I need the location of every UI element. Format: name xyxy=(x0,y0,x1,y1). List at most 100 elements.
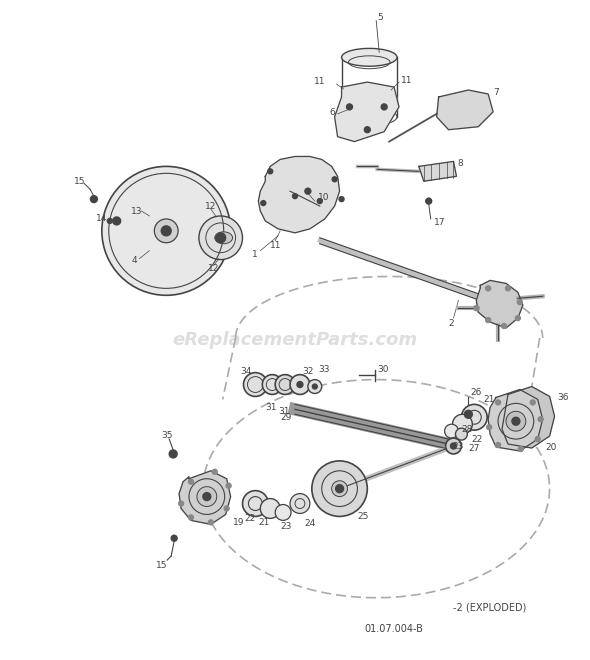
Text: 30: 30 xyxy=(377,365,389,374)
Circle shape xyxy=(519,447,523,451)
Circle shape xyxy=(464,411,473,418)
Text: 2: 2 xyxy=(448,319,454,327)
Circle shape xyxy=(189,515,194,520)
Text: 31: 31 xyxy=(278,407,290,416)
Circle shape xyxy=(381,104,387,110)
Text: 4: 4 xyxy=(132,256,137,265)
Text: 8: 8 xyxy=(457,159,463,168)
Circle shape xyxy=(260,498,280,518)
Circle shape xyxy=(453,414,473,434)
Text: 15: 15 xyxy=(156,562,168,570)
Circle shape xyxy=(179,501,183,506)
Circle shape xyxy=(305,188,311,194)
Text: 36: 36 xyxy=(558,393,569,402)
Text: 12: 12 xyxy=(205,201,216,211)
Circle shape xyxy=(339,197,344,201)
Polygon shape xyxy=(258,156,340,233)
Circle shape xyxy=(224,506,229,511)
Polygon shape xyxy=(476,280,523,328)
Polygon shape xyxy=(488,389,543,451)
Circle shape xyxy=(308,379,322,393)
Circle shape xyxy=(365,127,371,133)
Circle shape xyxy=(317,199,322,203)
Text: 21: 21 xyxy=(483,395,494,404)
Circle shape xyxy=(297,381,303,387)
Circle shape xyxy=(203,492,211,500)
Circle shape xyxy=(486,317,491,323)
Polygon shape xyxy=(335,82,399,142)
Circle shape xyxy=(161,226,171,236)
Text: 13: 13 xyxy=(130,207,142,216)
Text: 31: 31 xyxy=(266,403,277,412)
Circle shape xyxy=(538,416,543,422)
Circle shape xyxy=(426,198,432,204)
Text: 22: 22 xyxy=(471,434,483,444)
Circle shape xyxy=(461,405,487,430)
Circle shape xyxy=(312,384,317,389)
Polygon shape xyxy=(179,471,231,524)
Circle shape xyxy=(102,166,231,295)
Circle shape xyxy=(506,411,526,431)
Text: 15: 15 xyxy=(74,177,86,185)
Circle shape xyxy=(293,193,297,199)
Text: eReplacementParts.com: eReplacementParts.com xyxy=(172,331,418,349)
Circle shape xyxy=(171,535,177,541)
Circle shape xyxy=(516,315,520,321)
Circle shape xyxy=(275,504,291,520)
Text: 32: 32 xyxy=(302,367,313,376)
Text: 11: 11 xyxy=(401,76,412,84)
Text: 19: 19 xyxy=(232,518,244,527)
Polygon shape xyxy=(502,387,555,448)
Text: 7: 7 xyxy=(493,88,499,96)
Text: 17: 17 xyxy=(434,218,445,228)
Circle shape xyxy=(455,428,467,440)
Circle shape xyxy=(208,520,213,525)
Text: 6: 6 xyxy=(330,108,336,117)
Text: 33: 33 xyxy=(318,365,329,374)
Text: 5: 5 xyxy=(377,13,383,22)
Circle shape xyxy=(445,424,458,438)
Circle shape xyxy=(226,483,231,488)
Polygon shape xyxy=(437,90,493,130)
Text: 11: 11 xyxy=(270,241,282,250)
Circle shape xyxy=(332,480,348,496)
Text: 22: 22 xyxy=(244,514,255,523)
Text: 01.07.004-B: 01.07.004-B xyxy=(365,624,423,634)
Circle shape xyxy=(263,375,282,395)
Circle shape xyxy=(197,486,217,506)
Circle shape xyxy=(312,461,368,516)
Circle shape xyxy=(189,479,194,484)
Circle shape xyxy=(90,195,97,203)
Circle shape xyxy=(242,490,268,516)
Text: -2 (EXPLODED): -2 (EXPLODED) xyxy=(454,603,527,612)
Circle shape xyxy=(332,177,337,182)
Circle shape xyxy=(512,417,520,425)
Circle shape xyxy=(496,400,500,405)
Circle shape xyxy=(113,217,121,225)
Circle shape xyxy=(169,450,177,458)
Text: 12: 12 xyxy=(208,264,219,273)
Circle shape xyxy=(502,323,506,329)
Circle shape xyxy=(199,216,242,259)
Circle shape xyxy=(530,400,535,405)
Circle shape xyxy=(496,443,500,447)
Circle shape xyxy=(244,373,267,397)
Circle shape xyxy=(486,286,491,291)
Text: 27: 27 xyxy=(468,444,480,453)
Text: 23: 23 xyxy=(280,522,291,531)
Circle shape xyxy=(517,300,522,305)
Circle shape xyxy=(535,437,540,442)
Text: 25: 25 xyxy=(358,512,369,521)
Circle shape xyxy=(474,306,478,311)
Circle shape xyxy=(336,484,343,492)
Text: 14: 14 xyxy=(96,214,107,224)
Text: 28: 28 xyxy=(461,424,473,434)
Circle shape xyxy=(506,286,510,291)
Text: 23: 23 xyxy=(453,442,464,451)
Text: 26: 26 xyxy=(470,388,481,397)
Text: 24: 24 xyxy=(304,519,315,528)
Text: 20: 20 xyxy=(546,442,557,451)
Text: 11: 11 xyxy=(314,77,326,86)
Text: 1: 1 xyxy=(253,250,258,259)
Circle shape xyxy=(487,424,491,430)
